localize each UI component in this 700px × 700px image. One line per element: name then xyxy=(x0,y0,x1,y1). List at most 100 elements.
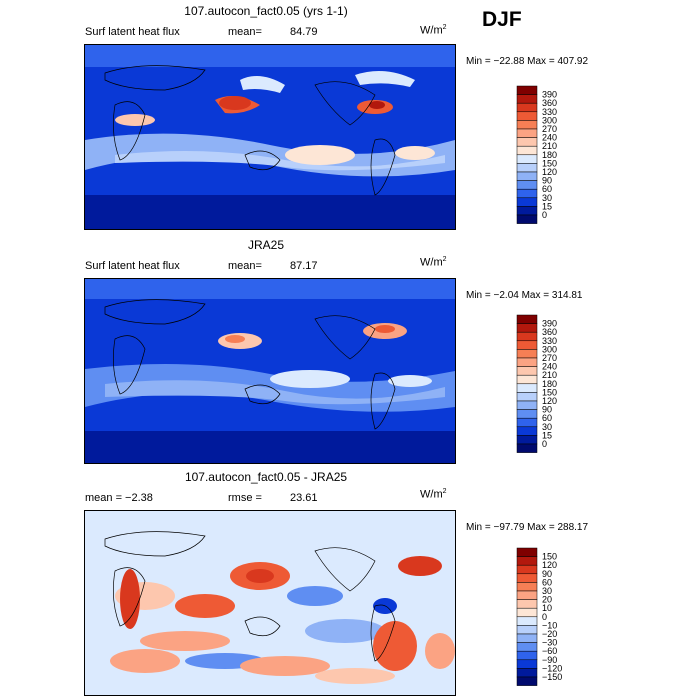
colorbar-swatch xyxy=(516,426,538,436)
colorbar-tick-label: 390 xyxy=(542,319,557,329)
panel-2-map-svg xyxy=(85,279,455,463)
colorbar-swatch xyxy=(516,323,538,333)
colorbar-swatch xyxy=(516,163,538,173)
colorbar-swatch xyxy=(516,409,538,419)
colorbar-swatch xyxy=(516,374,538,385)
colorbar-swatch xyxy=(516,349,538,359)
colorbar-tick-label: 20 xyxy=(542,595,552,605)
panel-1-mean-value: 84.79 xyxy=(290,26,318,38)
colorbar-swatch xyxy=(516,443,538,453)
panel-2-minmax: Min = −2.04 Max = 314.81 xyxy=(466,290,583,301)
colorbar-swatch xyxy=(516,392,538,402)
colorbar-swatch xyxy=(516,547,538,557)
colorbar-tick-label: 330 xyxy=(542,336,557,346)
colorbar-tick-label: 30 xyxy=(542,193,552,203)
colorbar-swatch xyxy=(516,94,538,104)
colorbar-tick-label: −10 xyxy=(542,620,557,630)
colorbar-swatch xyxy=(516,214,538,224)
colorbar-tick-label: 90 xyxy=(542,569,552,579)
panel-3-units-exponent: 2 xyxy=(442,488,447,495)
colorbar-swatch xyxy=(516,197,538,207)
colorbar-swatch xyxy=(516,642,538,652)
colorbar-swatch xyxy=(516,85,538,95)
panel-1-units: W/m2 xyxy=(420,24,447,37)
panel-1-variable-label: Surf latent heat flux xyxy=(85,26,180,38)
colorbar-tick-label: 0 xyxy=(542,210,547,220)
panel-2-mean-value: 87.17 xyxy=(290,260,318,272)
colorbar-tick-label: 0 xyxy=(542,439,547,449)
colorbar-swatch xyxy=(516,366,538,376)
colorbar-tick-label: 150 xyxy=(542,552,557,562)
colorbar-tick-label: −60 xyxy=(542,646,557,656)
colorbar-tick-label: 180 xyxy=(542,379,557,389)
colorbar-tick-label: 270 xyxy=(542,124,557,134)
panel-1-map xyxy=(84,44,456,230)
colorbar-tick-label: 360 xyxy=(542,327,557,337)
colorbar-swatch xyxy=(516,128,538,138)
colorbar-swatch xyxy=(516,668,538,678)
colorbar-tick-label: 120 xyxy=(542,167,557,177)
panel-2-units-base: W/m xyxy=(420,256,443,269)
colorbar-swatch xyxy=(516,564,538,575)
panel-2-units-exponent: 2 xyxy=(442,256,447,263)
colorbar-swatch xyxy=(516,659,538,669)
panel-2-map xyxy=(84,278,456,464)
colorbar-swatch xyxy=(516,676,538,686)
colorbar-tick-label: 270 xyxy=(542,353,557,363)
colorbar-tick-label: 240 xyxy=(542,362,557,372)
colorbar-tick-label: 360 xyxy=(542,98,557,108)
panel-2-variable-label: Surf latent heat flux xyxy=(85,260,180,272)
colorbar-swatch xyxy=(516,400,538,410)
colorbar-tick-label: −30 xyxy=(542,638,557,648)
colorbar-tick-label: 30 xyxy=(542,586,552,596)
colorbar-tick-label: 15 xyxy=(542,430,552,440)
panel-3-rmse-label: rmse = xyxy=(228,492,262,504)
colorbar-swatch xyxy=(516,120,538,130)
panel-1-title: 107.autocon_fact0.05 (yrs 1-1) xyxy=(184,4,348,18)
colorbar-swatch xyxy=(516,383,538,393)
colorbar-tick-label: 300 xyxy=(542,344,557,354)
colorbar-tick-label: 0 xyxy=(542,612,547,622)
colorbar-tick-label: 60 xyxy=(542,184,552,194)
panel-3-colorbar: 150 120 90 60 30 20 10 0 −10 −20 −30 −60 −90 −120 −150 xyxy=(516,547,576,696)
colorbar-tick-label: 15 xyxy=(542,201,552,211)
panel-1-map-svg xyxy=(85,45,455,229)
colorbar-swatch xyxy=(516,625,538,635)
colorbar-tick-label: −120 xyxy=(542,663,562,673)
panel-2-units: W/m2 xyxy=(420,256,447,269)
colorbar-tick-label: 90 xyxy=(542,176,552,186)
colorbar-swatch xyxy=(516,102,538,113)
colorbar-swatch xyxy=(516,154,538,164)
colorbar-swatch xyxy=(516,340,538,350)
colorbar-swatch xyxy=(516,171,538,181)
colorbar-swatch xyxy=(516,206,538,216)
panel-3-units-base: W/m xyxy=(420,488,443,501)
colorbar-tick-label: 30 xyxy=(542,422,552,432)
colorbar-tick-label: 210 xyxy=(542,370,557,380)
panel-3-units: W/m2 xyxy=(420,488,447,501)
colorbar-tick-label: 10 xyxy=(542,603,552,613)
panel-3-map-svg xyxy=(85,511,455,695)
panel-3-rmse-value: 23.61 xyxy=(290,492,318,504)
colorbar-tick-label: 210 xyxy=(542,141,557,151)
panel-2-mean-label: mean= xyxy=(228,260,262,272)
colorbar-swatch xyxy=(516,633,538,643)
colorbar-tick-label: 120 xyxy=(542,396,557,406)
colorbar-swatch xyxy=(516,582,538,592)
panel-1-units-exponent: 2 xyxy=(442,24,447,31)
panel-3-map xyxy=(84,510,456,696)
colorbar-tick-label: 150 xyxy=(542,158,557,168)
colorbar-tick-label: −90 xyxy=(542,655,557,665)
colorbar-swatch xyxy=(516,188,538,199)
panel-1-units-base: W/m xyxy=(420,24,443,37)
colorbar-swatch xyxy=(516,650,538,661)
colorbar-tick-label: 60 xyxy=(542,577,552,587)
colorbar-swatch xyxy=(516,331,538,342)
colorbar-tick-label: 180 xyxy=(542,150,557,160)
colorbar-swatch xyxy=(516,417,538,428)
colorbar-tick-label: −150 xyxy=(542,672,562,682)
colorbar-swatch xyxy=(516,314,538,324)
